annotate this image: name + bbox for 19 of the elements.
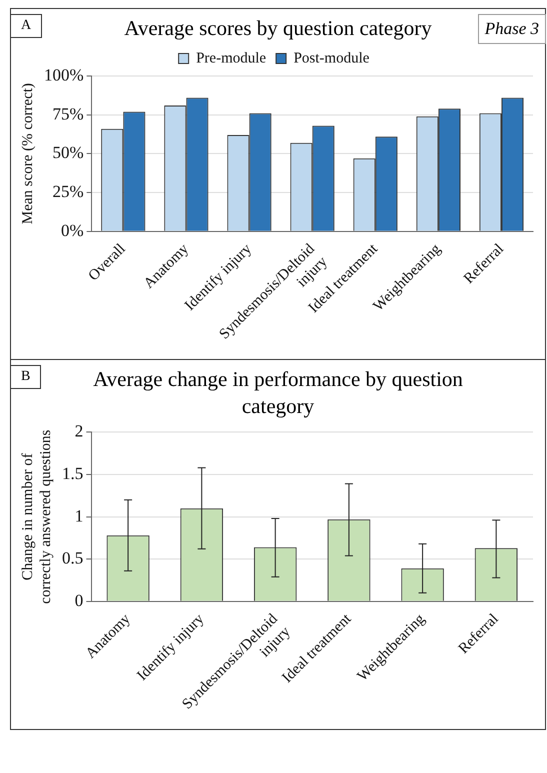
y-tick-label: 0.5 (62, 548, 84, 568)
y-tick-label: 50% (52, 143, 84, 162)
chart-title: Average scores by question category (123, 15, 433, 42)
y-tick-label: 1.5 (62, 464, 84, 483)
legend-label: Post-module (294, 50, 370, 67)
text: A (10, 14, 42, 38)
y-tick-label: 25% (52, 182, 84, 202)
y-tick-label: 0 (74, 590, 84, 610)
text: B (10, 365, 42, 390)
y-tick-label: 100% (44, 66, 84, 85)
chart-title: Average change in performance by question category (93, 366, 463, 419)
y-tick-label: 2 (74, 421, 84, 440)
y-tick-label: 75% (52, 104, 84, 124)
y-axis-title: Mean score (% correct) (20, 83, 36, 225)
text: Phase 3 (478, 14, 546, 44)
legend-label: Pre-module (196, 50, 266, 67)
y-tick-label: 1 (74, 506, 84, 526)
y-tick-label: 0% (60, 221, 84, 240)
y-axis-title: Change in number of correctly answered questions (20, 429, 54, 604)
